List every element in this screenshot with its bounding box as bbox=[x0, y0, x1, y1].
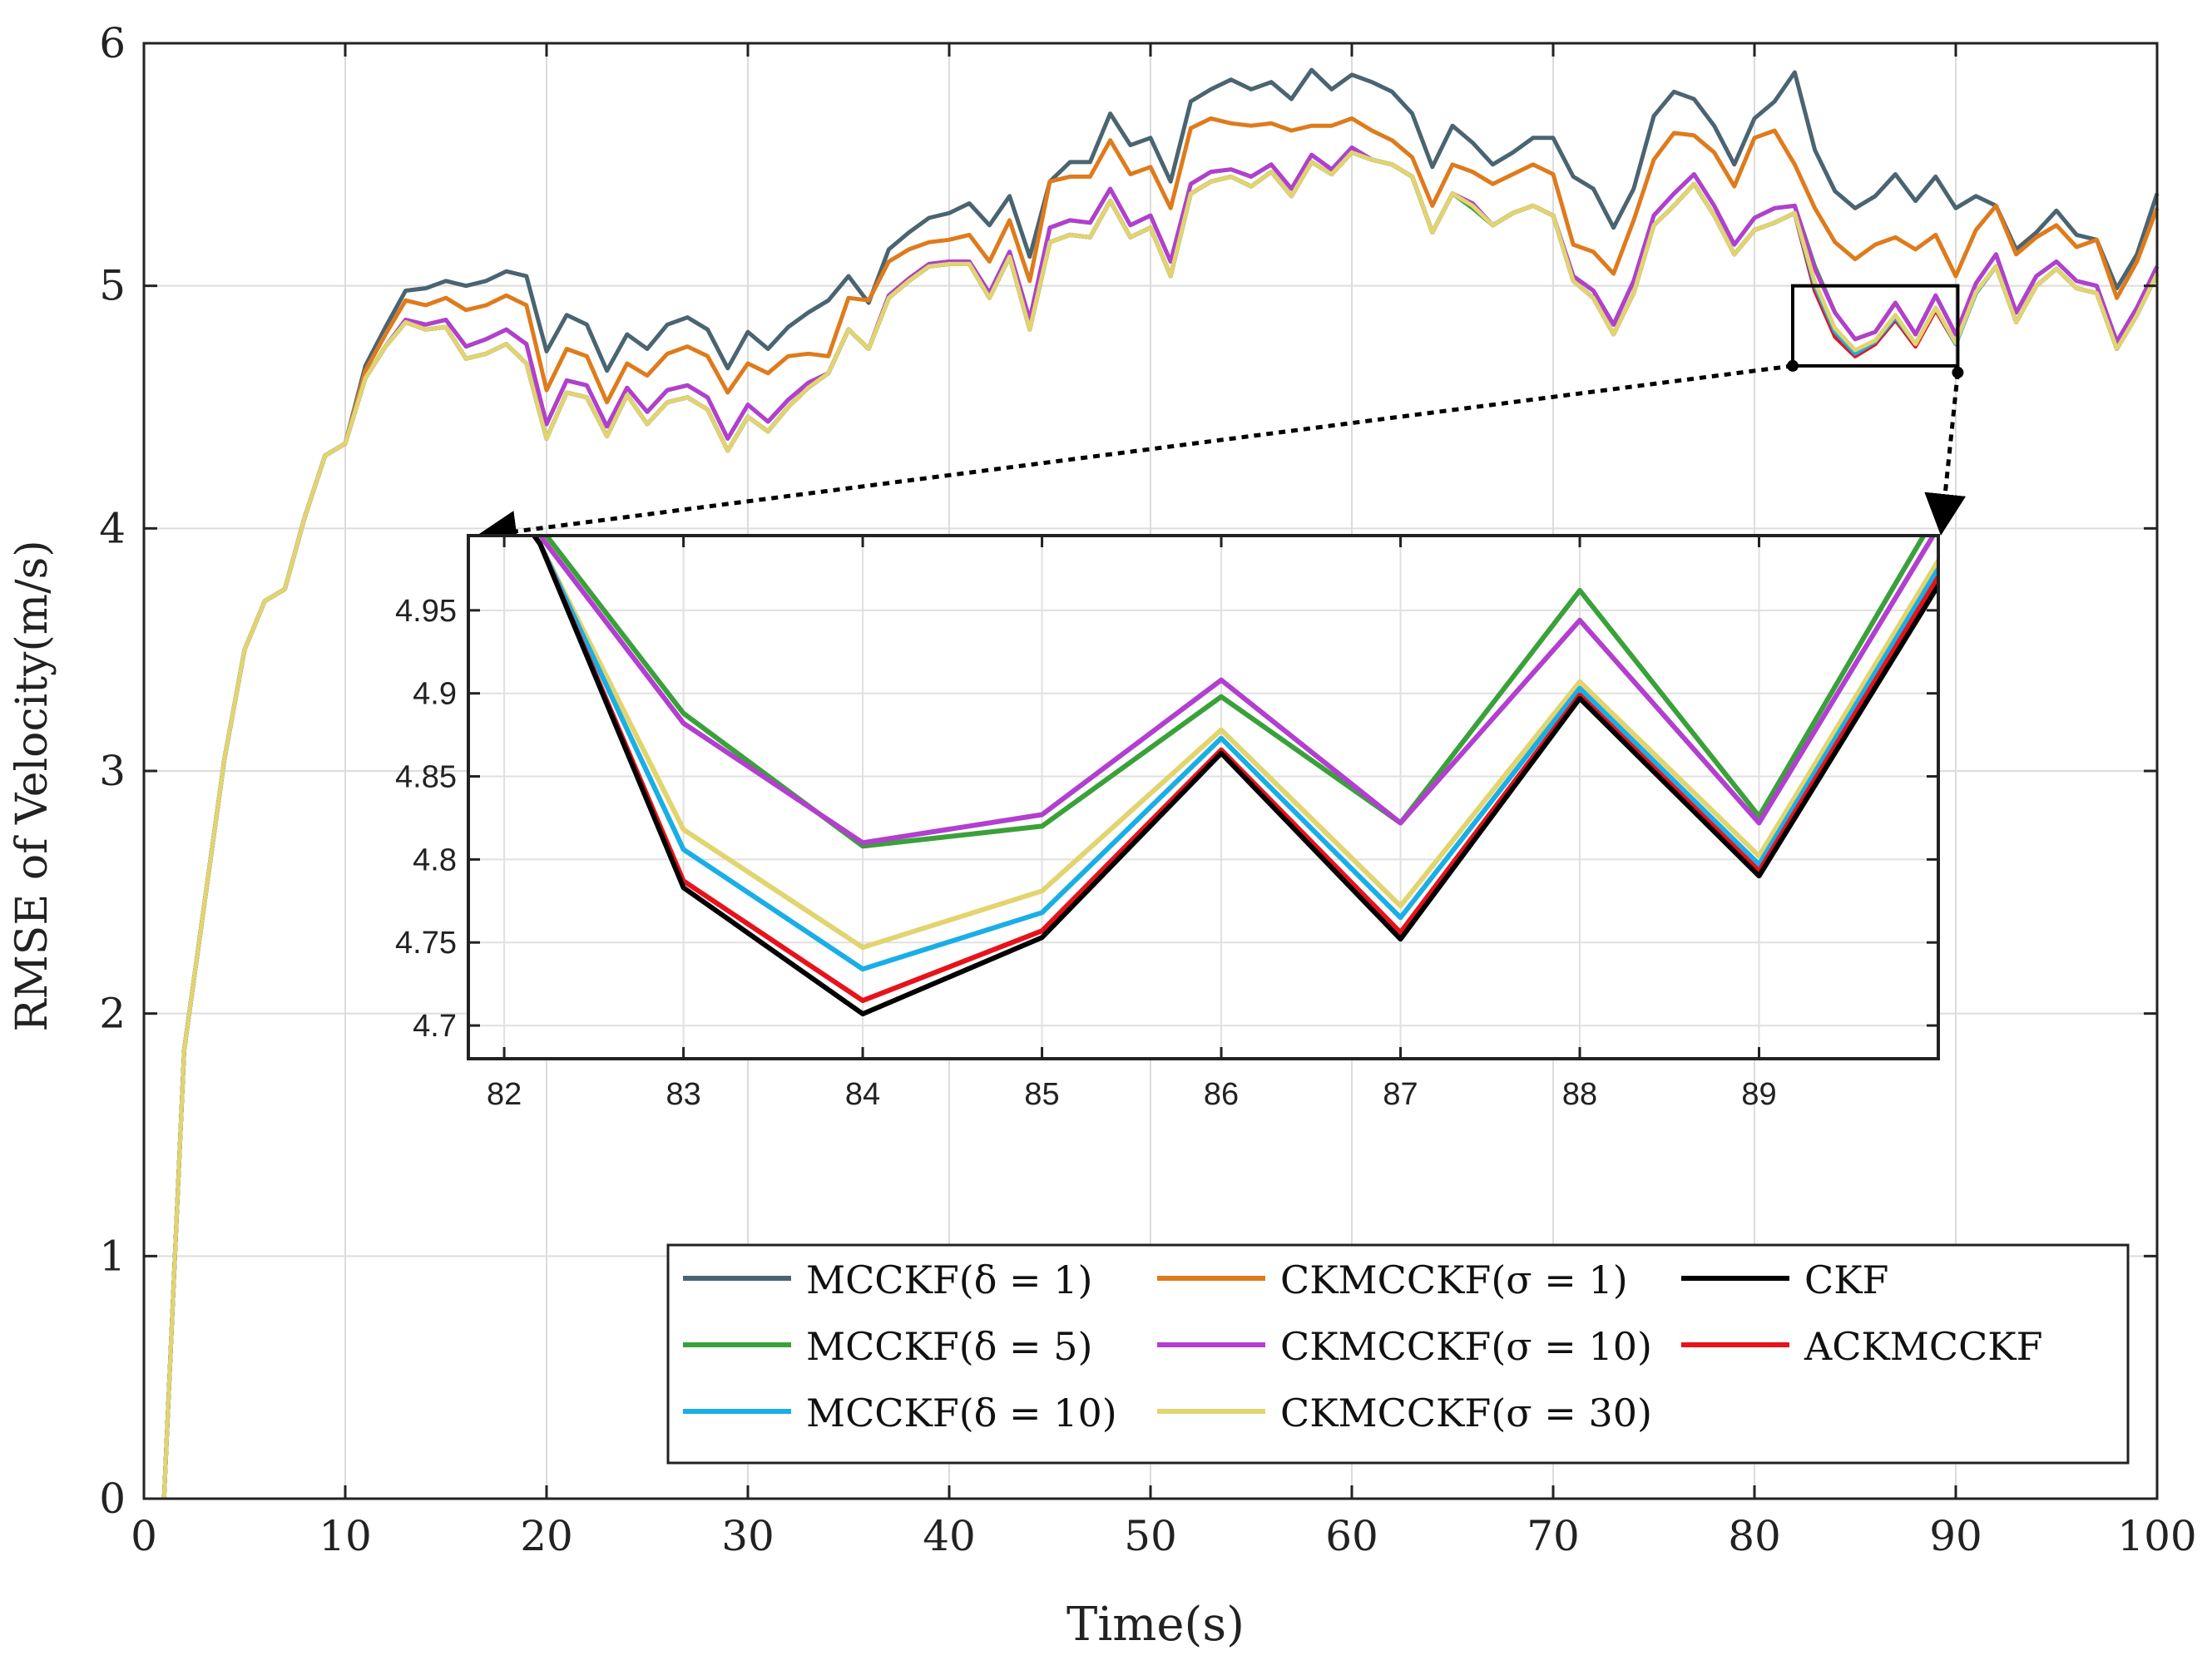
inset-x-tick-label: 84 bbox=[845, 1077, 880, 1112]
inset-x-tick-label: 87 bbox=[1383, 1077, 1418, 1112]
series-line bbox=[161, 67, 2160, 1500]
inset-x-tick-label: 86 bbox=[1204, 1077, 1239, 1112]
zoom-arrow-left bbox=[475, 363, 1794, 552]
inset-series-line bbox=[543, 536, 1927, 849]
x-tick-label: 20 bbox=[520, 1512, 573, 1560]
y-tick-label: 6 bbox=[99, 19, 126, 67]
series-lines bbox=[161, 67, 2160, 1500]
main-axes: 0 10 20 30 40 50 60 70 80 90 100 0 1 2 3 4 5 6 bbox=[99, 19, 2197, 1560]
inset-x-tick-label: 82 bbox=[487, 1077, 522, 1112]
inset-series-line bbox=[531, 536, 1938, 1017]
inset-x-tick-label: 83 bbox=[666, 1077, 700, 1112]
x-tick-label: 30 bbox=[721, 1512, 774, 1560]
x-tick-label: 80 bbox=[1728, 1512, 1781, 1560]
inset-x-tick-label: 89 bbox=[1741, 1077, 1776, 1112]
inset-series-line bbox=[532, 536, 1938, 972]
inset-y-tick-label: 4.75 bbox=[395, 926, 457, 961]
inset-x-tick-label: 88 bbox=[1562, 1077, 1597, 1112]
legend-box bbox=[666, 1243, 2130, 1465]
x-tick-label: 90 bbox=[1929, 1512, 1982, 1560]
series-line bbox=[161, 145, 2160, 1500]
inset-frame bbox=[467, 534, 1940, 1060]
inset-series-line bbox=[532, 536, 1938, 951]
legend-label: CKMCCKF(σ = 1) bbox=[1280, 1257, 1628, 1302]
y-tick-label: 4 bbox=[99, 504, 126, 552]
inset-plot: 82 83 84 85 86 87 88 89 4.7 4.75 4.8 4.85 4.9 4.95 bbox=[395, 534, 1940, 1112]
inset-y-tick-label: 4.95 bbox=[395, 594, 457, 629]
inset-y-tick-label: 4.85 bbox=[395, 760, 457, 795]
x-tick-label: 40 bbox=[923, 1512, 976, 1560]
y-tick-label: 1 bbox=[99, 1232, 126, 1280]
inset-background bbox=[468, 536, 1938, 1059]
x-tick-label: 100 bbox=[2117, 1512, 2196, 1560]
inset-x-tick-label: 85 bbox=[1024, 1077, 1059, 1112]
y-tick-label: 0 bbox=[99, 1475, 126, 1523]
inset-series-group bbox=[531, 536, 1938, 1017]
legend-label: CKMCCKF(σ = 10) bbox=[1280, 1324, 1652, 1369]
inset-y-tick-label: 4.9 bbox=[413, 677, 457, 712]
legend-label: MCCKF(δ = 5) bbox=[806, 1324, 1092, 1369]
x-tick-label: 60 bbox=[1325, 1512, 1378, 1560]
legend-label: CKMCCKF(σ = 30) bbox=[1280, 1391, 1652, 1435]
y-tick-label: 2 bbox=[99, 990, 126, 1038]
inset-y-tick-label: 4.8 bbox=[413, 842, 457, 877]
inset-y-tick-label: 4.7 bbox=[413, 1009, 457, 1044]
zoom-arrow-right bbox=[1924, 372, 1967, 536]
legend: MCCKF(δ = 1) CKMCCKF(σ = 1) CKF MCCKF(δ = 5… bbox=[666, 1243, 2130, 1465]
legend-label: ACKMCCKF bbox=[1804, 1324, 2043, 1369]
zoom-box bbox=[1790, 284, 1960, 368]
x-tick-label: 0 bbox=[131, 1512, 157, 1560]
y-tick-label: 5 bbox=[99, 262, 126, 310]
legend-label: CKF bbox=[1804, 1257, 1888, 1302]
x-axis-label: Time(s) bbox=[1066, 1598, 1245, 1652]
x-tick-label: 10 bbox=[319, 1512, 372, 1560]
inset-series-line bbox=[537, 536, 1937, 846]
series-line bbox=[161, 116, 2160, 1500]
x-tick-label: 70 bbox=[1527, 1512, 1580, 1560]
series-line bbox=[161, 150, 2160, 1500]
y-tick-label: 3 bbox=[99, 747, 126, 795]
y-axis-label: RMSE of Velocity(m/s) bbox=[7, 540, 57, 1031]
x-tick-label: 50 bbox=[1124, 1512, 1177, 1560]
zoom-indicator bbox=[475, 284, 1967, 552]
legend-label: MCCKF(δ = 10) bbox=[806, 1391, 1117, 1435]
legend-label: MCCKF(δ = 1) bbox=[806, 1257, 1092, 1302]
